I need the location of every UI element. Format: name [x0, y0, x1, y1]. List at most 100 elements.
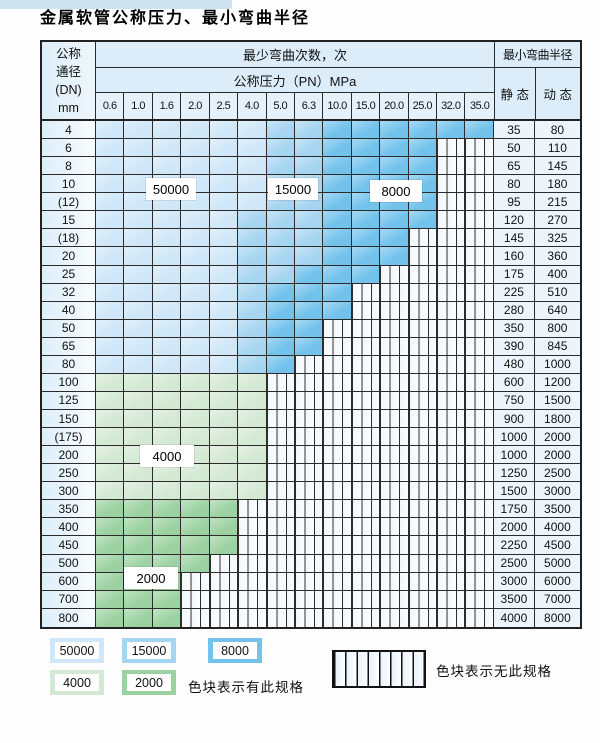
availability-cell — [323, 283, 352, 302]
availability-cell — [380, 500, 409, 519]
availability-cell — [294, 536, 324, 555]
table-row: 8 65 145 — [42, 157, 580, 176]
static-radius-cell: 2000 — [493, 518, 535, 537]
availability-cell — [152, 211, 182, 230]
availability-cell — [323, 229, 352, 248]
static-radius-cell: 35 — [493, 121, 535, 140]
availability-cell — [181, 590, 210, 609]
availability-cell — [181, 121, 210, 140]
dn-cell: 200 — [42, 446, 96, 465]
availability-cell — [181, 554, 210, 573]
availability-cell — [209, 121, 239, 140]
availability-cell — [408, 428, 438, 447]
availability-cell — [380, 373, 409, 392]
availability-cell — [408, 536, 438, 555]
availability-cell — [266, 247, 295, 266]
dn-cell: 65 — [42, 337, 96, 356]
availability-cell — [152, 355, 182, 374]
availability-cell — [323, 319, 352, 338]
static-radius-cell: 225 — [493, 283, 535, 302]
availability-cell — [351, 464, 381, 483]
dn-cell: 50 — [42, 319, 96, 338]
availability-cell — [408, 446, 438, 465]
dn-cell: 100 — [42, 373, 96, 392]
availability-cell — [408, 482, 438, 501]
availability-cell — [351, 572, 381, 591]
availability-cell — [209, 319, 239, 338]
availability-cell — [152, 608, 182, 627]
availability-cell — [465, 446, 494, 465]
availability-cell — [465, 590, 494, 609]
pressure-column-header: 2.0 — [181, 93, 210, 119]
availability-cell — [437, 283, 466, 302]
dn-cell: 8 — [42, 157, 96, 176]
availability-cell — [209, 301, 239, 320]
dynamic-radius-cell: 510 — [534, 283, 580, 302]
availability-cell — [266, 121, 295, 140]
availability-cell — [209, 518, 239, 537]
availability-cell — [209, 373, 239, 392]
availability-cell — [380, 428, 409, 447]
availability-cell — [380, 446, 409, 465]
availability-cell — [323, 121, 352, 140]
availability-cell — [351, 500, 381, 519]
availability-cell — [380, 518, 409, 537]
table-row: 600 3000 6000 — [42, 572, 580, 591]
availability-cell — [351, 482, 381, 501]
availability-cell — [96, 265, 125, 284]
availability-cell — [266, 446, 295, 465]
availability-cell — [465, 536, 494, 555]
availability-cell — [437, 301, 466, 320]
table-row: 200 1000 2000 — [42, 446, 580, 465]
availability-cell — [351, 410, 381, 429]
zone-label-2000: 2000 — [124, 567, 178, 589]
availability-cell — [323, 410, 352, 429]
availability-cell — [238, 247, 267, 266]
dynamic-radius-cell: 800 — [534, 319, 580, 338]
availability-cell — [152, 518, 182, 537]
availability-cell — [323, 500, 352, 519]
availability-cell — [294, 157, 324, 176]
availability-cell — [465, 482, 494, 501]
availability-cell — [96, 391, 125, 410]
availability-cell — [408, 608, 438, 627]
availability-cell — [124, 391, 153, 410]
availability-cell — [152, 428, 182, 447]
availability-cell — [323, 590, 352, 609]
availability-cell — [152, 482, 182, 501]
availability-cell — [266, 265, 295, 284]
availability-cell — [124, 265, 153, 284]
availability-cell — [294, 590, 324, 609]
availability-cell — [351, 157, 381, 176]
availability-cell — [266, 301, 295, 320]
static-dynamic-header: 静 态 动 态 — [494, 68, 580, 119]
availability-cell — [294, 319, 324, 338]
availability-cell — [465, 391, 494, 410]
availability-cell — [96, 247, 125, 266]
availability-cell — [266, 283, 295, 302]
availability-cell — [209, 464, 239, 483]
availability-cell — [465, 211, 494, 230]
availability-cell — [96, 518, 125, 537]
table-row: 700 3500 7000 — [42, 590, 580, 609]
pressure-column-header: 32.0 — [437, 93, 466, 119]
pressure-column-header: 5.0 — [266, 93, 295, 119]
dynamic-radius-cell: 1800 — [534, 410, 580, 429]
availability-cell — [351, 373, 381, 392]
availability-cell — [238, 500, 267, 519]
availability-cell — [380, 283, 409, 302]
availability-cell — [437, 410, 466, 429]
dn-cell: 500 — [42, 554, 96, 573]
availability-cell — [96, 355, 125, 374]
dynamic-radius-cell: 6000 — [534, 572, 580, 591]
availability-cell — [124, 410, 153, 429]
dn-cell: 25 — [42, 265, 96, 284]
availability-cell — [96, 500, 125, 519]
availability-cell — [238, 265, 267, 284]
availability-cell — [209, 608, 239, 627]
dn-cell: 20 — [42, 247, 96, 266]
availability-cell — [181, 247, 210, 266]
availability-cell — [465, 428, 494, 447]
table-row: 4 35 80 — [42, 121, 580, 140]
availability-cell — [323, 301, 352, 320]
